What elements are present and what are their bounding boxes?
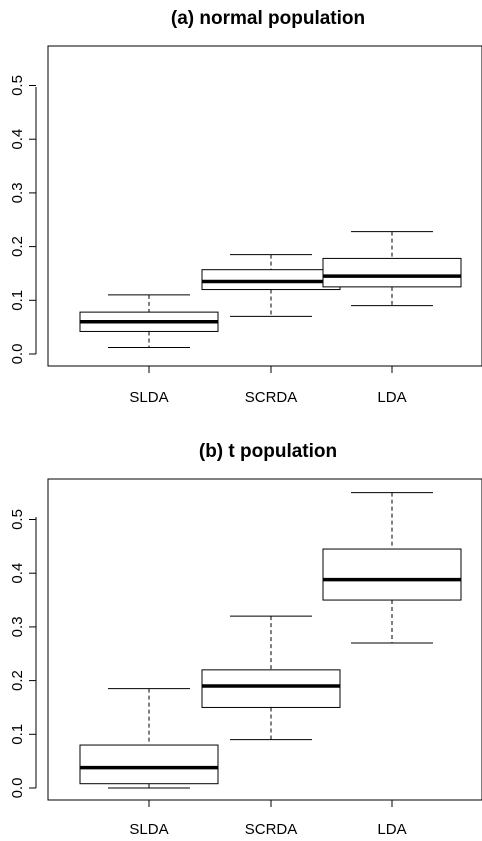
y-tick-label: 0.1 — [9, 290, 26, 311]
box-slda — [79, 294, 219, 349]
x-tick-label: LDA — [377, 821, 406, 838]
plot-frame — [47, 45, 482, 367]
y-tick-label: 0.4 — [9, 563, 26, 584]
box-series — [79, 492, 462, 789]
y-tick-label: 0.2 — [9, 670, 26, 691]
box-iqr — [201, 669, 341, 708]
chart-title: (a) normal population — [171, 8, 365, 29]
y-tick-label: 0.3 — [9, 616, 26, 637]
x-tick-label: SLDA — [129, 821, 168, 838]
x-tick-label: SCRDA — [245, 389, 298, 406]
y-tick-label: 0.4 — [9, 129, 26, 150]
plot-frame — [47, 478, 482, 801]
x-axis: SLDA SCRDA LDA — [129, 800, 407, 838]
x-tick-label: SCRDA — [245, 821, 298, 838]
y-tick-label: 0.0 — [9, 344, 26, 365]
y-tick-label: 0.1 — [9, 724, 26, 745]
x-axis: SLDA SCRDA LDA — [129, 366, 407, 406]
x-tick-label: LDA — [377, 389, 406, 406]
box-iqr — [322, 548, 462, 601]
y-tick-label: 0.3 — [9, 182, 26, 203]
box-iqr — [79, 744, 219, 785]
box-scrda — [201, 254, 341, 317]
chart-title: (b) t population — [199, 441, 337, 462]
x-tick-label: SLDA — [129, 389, 168, 406]
box-iqr — [201, 269, 341, 291]
y-tick-label: 0.5 — [9, 509, 26, 530]
y-tick-label: 0.2 — [9, 236, 26, 257]
box-lda — [322, 492, 462, 644]
box-scrda — [201, 615, 341, 741]
panel-t-population: (b) t population 0.0 0.1 0.2 0.3 0.4 0.5 SLDA… — [9, 441, 482, 838]
y-tick-label: 0.0 — [9, 778, 26, 799]
box-iqr — [322, 257, 462, 288]
y-axis: 0.0 0.1 0.2 0.3 0.4 0.5 — [9, 509, 37, 799]
y-tick-label: 0.5 — [9, 75, 26, 96]
box-series — [79, 231, 462, 349]
box-lda — [322, 231, 462, 307]
box-slda — [79, 688, 219, 789]
panel-normal-population: (a) normal population 0.0 0.1 0.2 0.3 0.4 0.5… — [9, 8, 482, 406]
y-axis: 0.0 0.1 0.2 0.3 0.4 0.5 — [9, 75, 37, 365]
